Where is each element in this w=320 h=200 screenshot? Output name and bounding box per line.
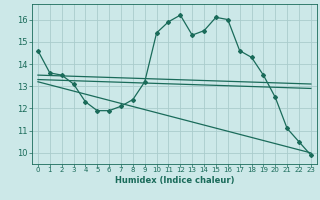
X-axis label: Humidex (Indice chaleur): Humidex (Indice chaleur) <box>115 176 234 185</box>
